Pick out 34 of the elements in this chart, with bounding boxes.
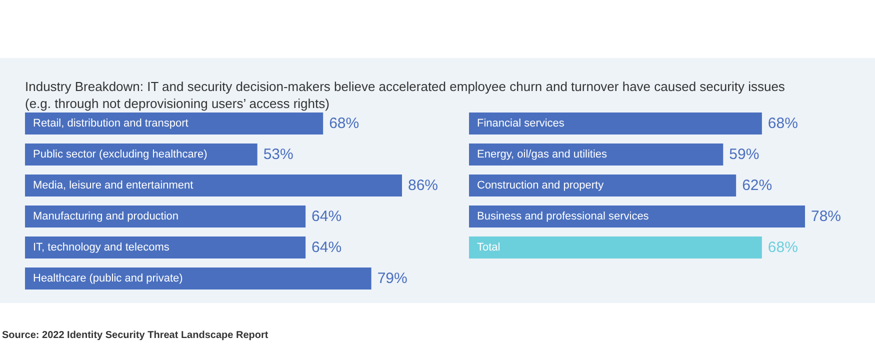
data-label: 64%: [312, 239, 342, 256]
bar: [469, 174, 736, 196]
data-label: 68%: [768, 115, 798, 132]
data-label: 64%: [312, 208, 342, 225]
y-tick-label: Construction and property: [477, 180, 604, 192]
y-tick-label: Healthcare (public and private): [33, 272, 183, 284]
bar: [25, 236, 306, 258]
data-label: 53%: [263, 146, 294, 163]
y-tick-label: Business and professional services: [477, 210, 650, 222]
y-tick-label: Media, leisure and entertainment: [33, 180, 194, 192]
bar: [25, 206, 306, 228]
bar: [469, 236, 762, 258]
y-tick-label: Financial services: [477, 118, 565, 130]
data-label: 78%: [811, 208, 842, 225]
data-label: 86%: [408, 177, 438, 194]
bar: [25, 112, 324, 134]
y-tick-label: Total: [477, 242, 500, 254]
y-tick-label: Retail, distribution and transport: [33, 118, 188, 130]
chart-title: Industry Breakdown: IT and security decision-makers believe accelerated employee churn and turnover have caused security issues (e.g. through not deprovisioning users’ access rights): [25, 78, 785, 112]
y-tick-label: Manufacturing and production: [33, 210, 179, 222]
bar: [25, 268, 372, 290]
data-label: 79%: [377, 270, 408, 287]
data-label: 68%: [329, 115, 360, 132]
bar: [469, 112, 762, 134]
data-label: 62%: [742, 177, 772, 194]
bar: [469, 206, 805, 228]
bar: [469, 144, 724, 166]
data-label: 68%: [768, 239, 798, 256]
y-tick-label: IT, technology and telecoms: [33, 242, 170, 254]
source-note: Source: 2022 Identity Security Threat Landscape Report: [2, 330, 268, 341]
data-label: 59%: [729, 146, 760, 163]
bar: [25, 174, 402, 196]
y-tick-label: Energy, oil/gas and utilities: [477, 148, 608, 160]
y-tick-label: Public sector (excluding healthcare): [33, 148, 208, 160]
